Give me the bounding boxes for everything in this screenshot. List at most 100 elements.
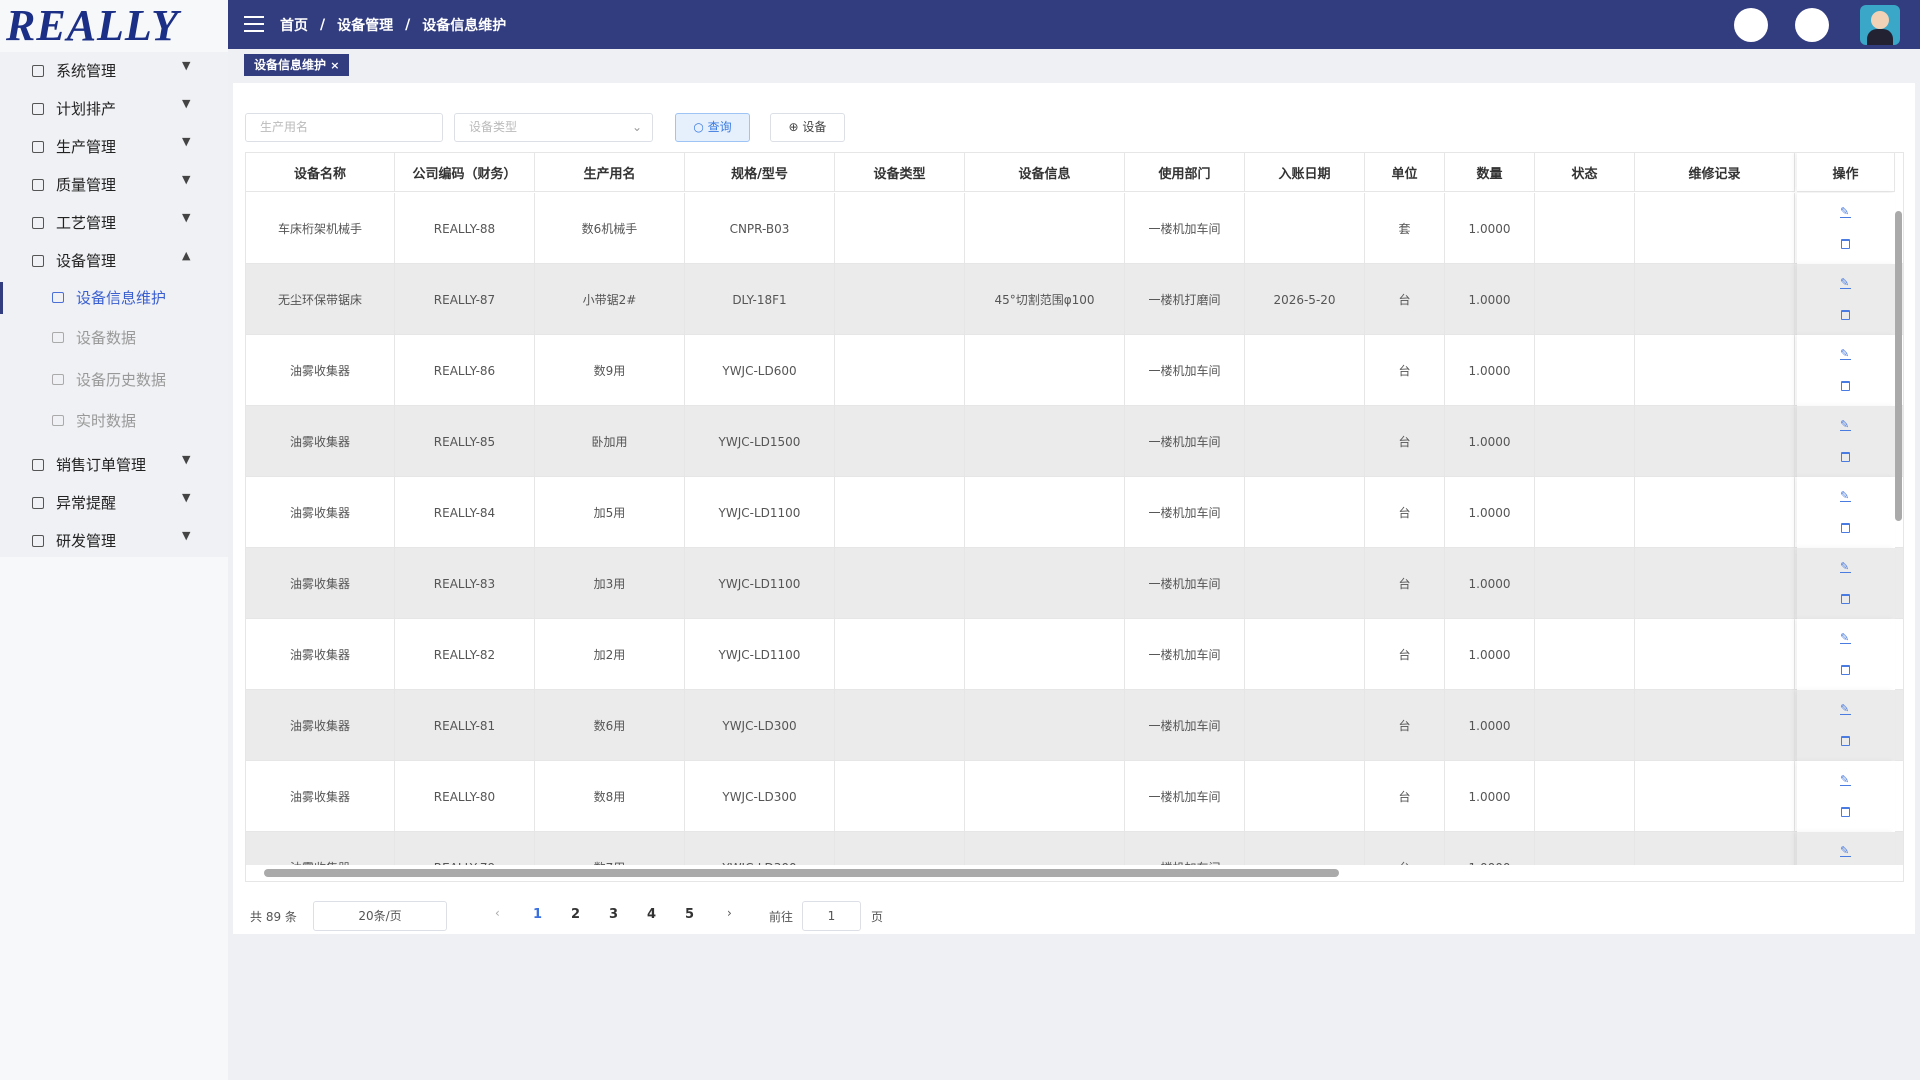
- cell: 一楼机加车间: [1125, 477, 1245, 548]
- page[interactable]: 5: [685, 907, 695, 922]
- edit-icon[interactable]: ✎: [1840, 418, 1851, 431]
- delete-icon[interactable]: [1841, 523, 1850, 533]
- delete-icon[interactable]: [1841, 594, 1850, 604]
- crumb[interactable]: 设备信息维护: [422, 17, 507, 34]
- cell: 1.0000: [1445, 193, 1535, 264]
- cell: 1.0000: [1445, 690, 1535, 761]
- menu-item[interactable]: 工艺管理: [56, 214, 117, 232]
- delete-icon[interactable]: [1841, 452, 1850, 462]
- submenu-item[interactable]: 设备信息维护: [76, 289, 167, 307]
- menu-item[interactable]: 销售订单管理: [56, 456, 147, 474]
- cell: [835, 264, 965, 335]
- ops-cell: ✎: [1797, 335, 1895, 406]
- cell: 1.0000: [1445, 406, 1535, 477]
- cell: 台: [1365, 406, 1445, 477]
- body: [1867, 29, 1893, 45]
- cell: [1635, 264, 1795, 335]
- submenu-item[interactable]: 设备数据: [76, 329, 137, 347]
- cell: [1635, 406, 1795, 477]
- delete-icon[interactable]: [1841, 310, 1850, 320]
- ops-cell: ✎: [1797, 761, 1895, 832]
- cell: [965, 832, 1125, 881]
- prev[interactable]: ‹: [495, 906, 500, 920]
- edit-icon[interactable]: [1795, 8, 1829, 42]
- query-button[interactable]: ○ 查询: [675, 113, 750, 142]
- cell: YWJC-LD1500: [685, 406, 835, 477]
- delete-icon[interactable]: [1841, 807, 1850, 817]
- cell: [1535, 548, 1635, 619]
- edit-icon[interactable]: ✎: [1840, 347, 1851, 360]
- edit-icon[interactable]: ✎: [1840, 276, 1851, 289]
- submenu-item[interactable]: 设备历史数据: [76, 371, 167, 389]
- ops-cell: ✎: [1797, 193, 1895, 264]
- cell: 一楼机加车间: [1125, 619, 1245, 690]
- sidebar: REALLY 系统管理 ▼ 计划排产 ▼ 生产管理 ▼ 质量管理 ▼ 工艺管理 ▼ 设备管理 ▲ 设备信…: [0, 0, 228, 1080]
- cell: YWJC-LD1100: [685, 548, 835, 619]
- cell: 数6机械手: [535, 193, 685, 264]
- add-button[interactable]: ⊕ 设备: [770, 113, 845, 142]
- header-cell: 数量: [1445, 153, 1535, 192]
- cell: 小带锯2#: [535, 264, 685, 335]
- cell: 2026-5-20: [1245, 264, 1365, 335]
- delete-icon[interactable]: [1841, 665, 1850, 675]
- cell: 台: [1365, 619, 1445, 690]
- edit-icon[interactable]: ✎: [1840, 844, 1851, 857]
- edit-icon[interactable]: ✎: [1840, 489, 1851, 502]
- cell: 车床桁架机械手: [246, 193, 395, 264]
- cell: [965, 335, 1125, 406]
- edit-icon[interactable]: ✎: [1840, 560, 1851, 573]
- table: 设备名称 公司编码（财务） 生产用名 规格/型号 设备类型 设备信息 使用部门 入账日期 单位数…: [245, 152, 1904, 882]
- header-cell: 公司编码（财务）: [395, 153, 535, 192]
- page[interactable]: 4: [647, 907, 657, 922]
- cell: [965, 477, 1125, 548]
- page[interactable]: 1: [533, 907, 543, 922]
- edit-icon[interactable]: ✎: [1840, 702, 1851, 715]
- menu-item[interactable]: 设备管理: [56, 252, 117, 270]
- cell: 卧加用: [535, 406, 685, 477]
- ops-cell: ✎: [1797, 548, 1895, 619]
- tab[interactable]: 设备信息维护 ×: [244, 54, 350, 76]
- page-size[interactable]: 20条/页: [313, 901, 447, 931]
- cell: [965, 690, 1125, 761]
- menu-item[interactable]: 计划排产: [56, 100, 117, 118]
- crumb[interactable]: 设备管理: [337, 17, 394, 34]
- cell: 一楼机加车间: [1125, 406, 1245, 477]
- cell: 台: [1365, 335, 1445, 406]
- delete-icon[interactable]: [1841, 736, 1850, 746]
- menu-item[interactable]: 质量管理: [56, 176, 117, 194]
- cell: REALLY-84: [395, 477, 535, 548]
- cell: [1245, 690, 1365, 761]
- menu-toggle[interactable]: [244, 16, 264, 32]
- page-input[interactable]: 1: [802, 901, 861, 931]
- mail-icon[interactable]: [1734, 8, 1768, 42]
- menu-item[interactable]: 生产管理: [56, 138, 117, 156]
- delete-icon[interactable]: [1841, 239, 1850, 249]
- cell: 台: [1365, 477, 1445, 548]
- edit-icon[interactable]: ✎: [1840, 205, 1851, 218]
- page[interactable]: 2: [571, 907, 581, 922]
- cell: [835, 406, 965, 477]
- submenu-item[interactable]: 实时数据: [76, 412, 137, 430]
- delete-icon[interactable]: [1841, 381, 1850, 391]
- cell: 1.0000: [1445, 264, 1535, 335]
- chevron: ⌄: [631, 120, 642, 134]
- name-input[interactable]: 生产用名: [245, 113, 443, 142]
- edit-icon[interactable]: ✎: [1840, 773, 1851, 786]
- cell: 无尘环保带锯床: [246, 264, 395, 335]
- crumb[interactable]: 首页: [280, 17, 308, 34]
- next[interactable]: ›: [727, 906, 732, 920]
- tab-close[interactable]: ×: [330, 59, 340, 72]
- menu-item[interactable]: 异常提醒: [56, 494, 117, 512]
- avatar[interactable]: [1860, 5, 1900, 45]
- menu-item[interactable]: 系统管理: [56, 62, 117, 80]
- menu-item[interactable]: 研发管理: [56, 532, 117, 550]
- cell: 油雾收集器: [246, 761, 395, 832]
- type-select[interactable]: 设备类型 ⌄: [454, 113, 653, 142]
- menu-icon: [32, 103, 44, 115]
- page[interactable]: 3: [609, 907, 619, 922]
- header-cell: 操作: [1797, 153, 1895, 192]
- edit-icon[interactable]: ✎: [1840, 631, 1851, 644]
- menu-icon: [32, 459, 44, 471]
- cell: 加3用: [535, 548, 685, 619]
- cell: [1535, 406, 1635, 477]
